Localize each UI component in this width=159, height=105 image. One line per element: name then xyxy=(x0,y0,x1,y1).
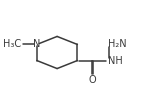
Text: O: O xyxy=(89,75,96,85)
Text: N: N xyxy=(33,39,41,49)
Text: NH: NH xyxy=(108,56,122,66)
Text: H₂N: H₂N xyxy=(108,39,126,49)
Text: H₃C: H₃C xyxy=(3,39,21,49)
